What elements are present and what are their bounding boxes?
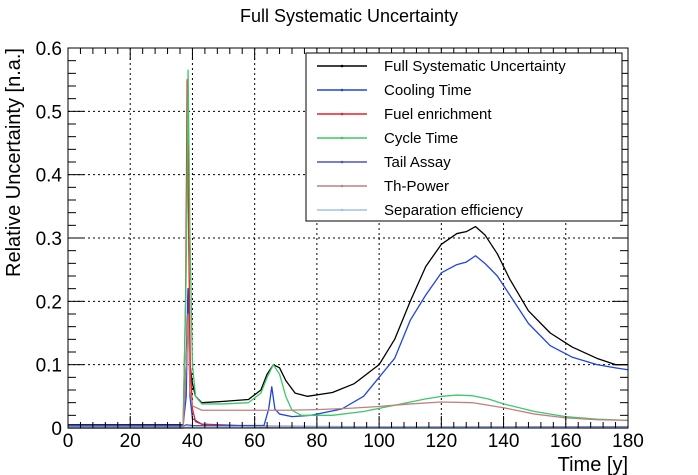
legend-marker — [340, 136, 344, 140]
legend-label: Separation efficiency — [384, 202, 523, 219]
series-line-5 — [68, 313, 629, 429]
y-tick-label: 0.2 — [36, 292, 62, 313]
ticks: 0 20 40 60 80 100 120 140 160 180 0 0.1 0.2 0.3 0.4 0.5… — [36, 39, 644, 452]
legend-marker — [340, 208, 344, 212]
x-axis-label: Time [y] — [558, 454, 628, 475]
x-tick-label: 160 — [550, 431, 582, 452]
x-tick-label: 40 — [182, 431, 203, 452]
legend-marker — [340, 88, 344, 92]
legend: Full Systematic Uncertainty Cooling Time F… — [305, 52, 623, 222]
legend-box — [305, 52, 623, 222]
x-tick-label: 100 — [363, 431, 395, 452]
y-tick-label: 0.3 — [36, 229, 62, 250]
y-tick-label: 0.1 — [36, 356, 62, 377]
y-axis-label: Relative Uncertainty [n.a.] — [3, 48, 25, 277]
y-tick-label: 0.5 — [36, 102, 62, 123]
legend-marker — [340, 64, 344, 68]
x-tick-label: 120 — [425, 431, 457, 452]
y-tick-label: 0 — [51, 419, 62, 440]
legend-label: Tail Assay — [384, 154, 451, 171]
x-tick-label: 0 — [63, 431, 74, 452]
legend-label: Th-Power — [384, 178, 449, 195]
series-line-6 — [68, 426, 629, 429]
y-tick-label: 0.6 — [36, 39, 62, 60]
x-tick-label: 180 — [612, 431, 644, 452]
y-tick-label: 0.4 — [36, 166, 63, 187]
x-tick-label: 80 — [306, 431, 327, 452]
legend-label: Full Systematic Uncertainty — [384, 58, 566, 75]
chart-title: Full Systematic Uncertainty — [240, 6, 458, 26]
x-tick-label: 60 — [244, 431, 265, 452]
legend-label: Fuel enrichment — [384, 106, 492, 123]
legend-marker — [340, 112, 344, 116]
legend-label: Cycle Time — [384, 130, 458, 147]
legend-marker — [340, 184, 344, 188]
series-line-3 — [68, 69, 629, 429]
x-tick-label: 140 — [488, 431, 520, 452]
legend-marker — [340, 160, 344, 164]
legend-label: Cooling Time — [384, 82, 472, 99]
series-line-1 — [68, 255, 629, 427]
x-tick-label: 20 — [120, 431, 141, 452]
